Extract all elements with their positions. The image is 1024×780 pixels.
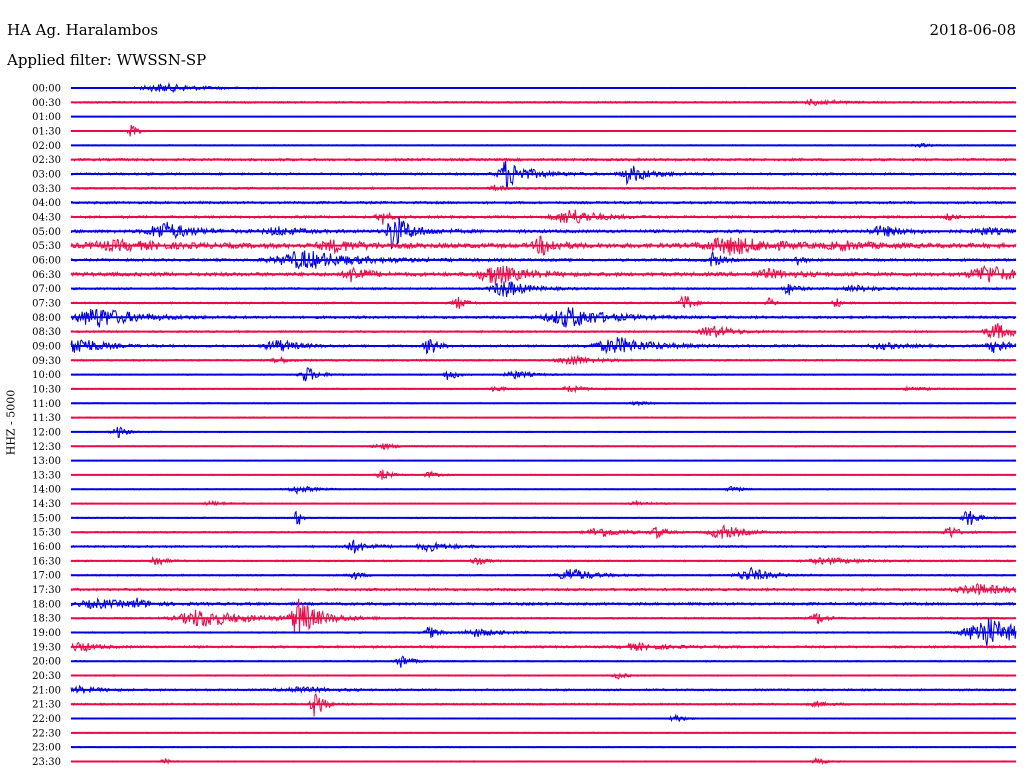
time-tick-1000: 10:00: [32, 370, 61, 381]
time-tick-0230: 02:30: [32, 155, 61, 166]
trace-0630: [70, 264, 1017, 286]
time-tick-0730: 07:30: [32, 298, 61, 309]
time-tick-1100: 11:00: [32, 399, 61, 410]
time-tick-1230: 12:30: [32, 442, 61, 453]
time-tick-2000: 20:00: [32, 657, 61, 668]
time-tick-0500: 05:00: [32, 227, 61, 238]
time-tick-1200: 12:00: [32, 427, 61, 438]
time-tick-1830: 18:30: [32, 614, 61, 625]
time-tick-0830: 08:30: [32, 327, 61, 338]
time-tick-1800: 18:00: [32, 599, 61, 610]
time-tick-1130: 11:30: [32, 413, 61, 424]
time-tick-0030: 00:30: [32, 98, 61, 109]
time-tick-2100: 21:00: [32, 685, 61, 696]
time-tick-0130: 01:30: [32, 126, 61, 137]
time-tick-2330: 23:30: [32, 757, 61, 768]
time-tick-0200: 02:00: [32, 141, 61, 152]
time-tick-0900: 09:00: [32, 341, 61, 352]
time-tick-0300: 03:00: [32, 169, 61, 180]
time-tick-0330: 03:30: [32, 184, 61, 195]
time-tick-2300: 23:00: [32, 743, 61, 754]
time-tick-0000: 00:00: [32, 84, 61, 95]
time-tick-0930: 09:30: [32, 356, 61, 367]
time-tick-1300: 13:00: [32, 456, 61, 467]
time-tick-1030: 10:30: [32, 384, 61, 395]
time-tick-2230: 22:30: [32, 728, 61, 739]
record-date: 2018-06-08: [929, 21, 1016, 39]
time-tick-1500: 15:00: [32, 513, 61, 524]
time-tick-2030: 20:30: [32, 671, 61, 682]
time-tick-1400: 14:00: [32, 485, 61, 496]
time-tick-0700: 07:00: [32, 284, 61, 295]
time-tick-0100: 01:00: [32, 112, 61, 123]
time-tick-1700: 17:00: [32, 571, 61, 582]
time-tick-1430: 14:30: [32, 499, 61, 510]
time-tick-1930: 19:30: [32, 642, 61, 653]
time-tick-1630: 16:30: [32, 556, 61, 567]
time-tick-labels: 00:00 00:30 01:00 01:30 02:00 02:30 03:00 03:30…: [32, 84, 61, 769]
time-tick-1530: 15:30: [32, 528, 61, 539]
time-tick-0430: 04:30: [32, 212, 61, 223]
time-tick-0800: 08:00: [32, 313, 61, 324]
time-tick-0530: 05:30: [32, 241, 61, 252]
time-tick-0630: 06:30: [32, 270, 61, 281]
trace-group: [70, 82, 1017, 766]
time-tick-0600: 06:00: [32, 255, 61, 266]
time-tick-2130: 21:30: [32, 700, 61, 711]
time-tick-1600: 16:00: [32, 542, 61, 553]
trace-2130: [70, 693, 1017, 717]
trace-1700: [70, 566, 1017, 581]
filter-label: Applied filter: WWSSN-SP: [7, 51, 207, 69]
time-tick-0400: 04:00: [32, 198, 61, 209]
time-tick-1900: 19:00: [32, 628, 61, 639]
station-name: HA Ag. Haralambos: [7, 21, 159, 39]
time-tick-1330: 13:30: [32, 470, 61, 481]
time-tick-2200: 22:00: [32, 714, 61, 725]
time-tick-1730: 17:30: [32, 585, 61, 596]
